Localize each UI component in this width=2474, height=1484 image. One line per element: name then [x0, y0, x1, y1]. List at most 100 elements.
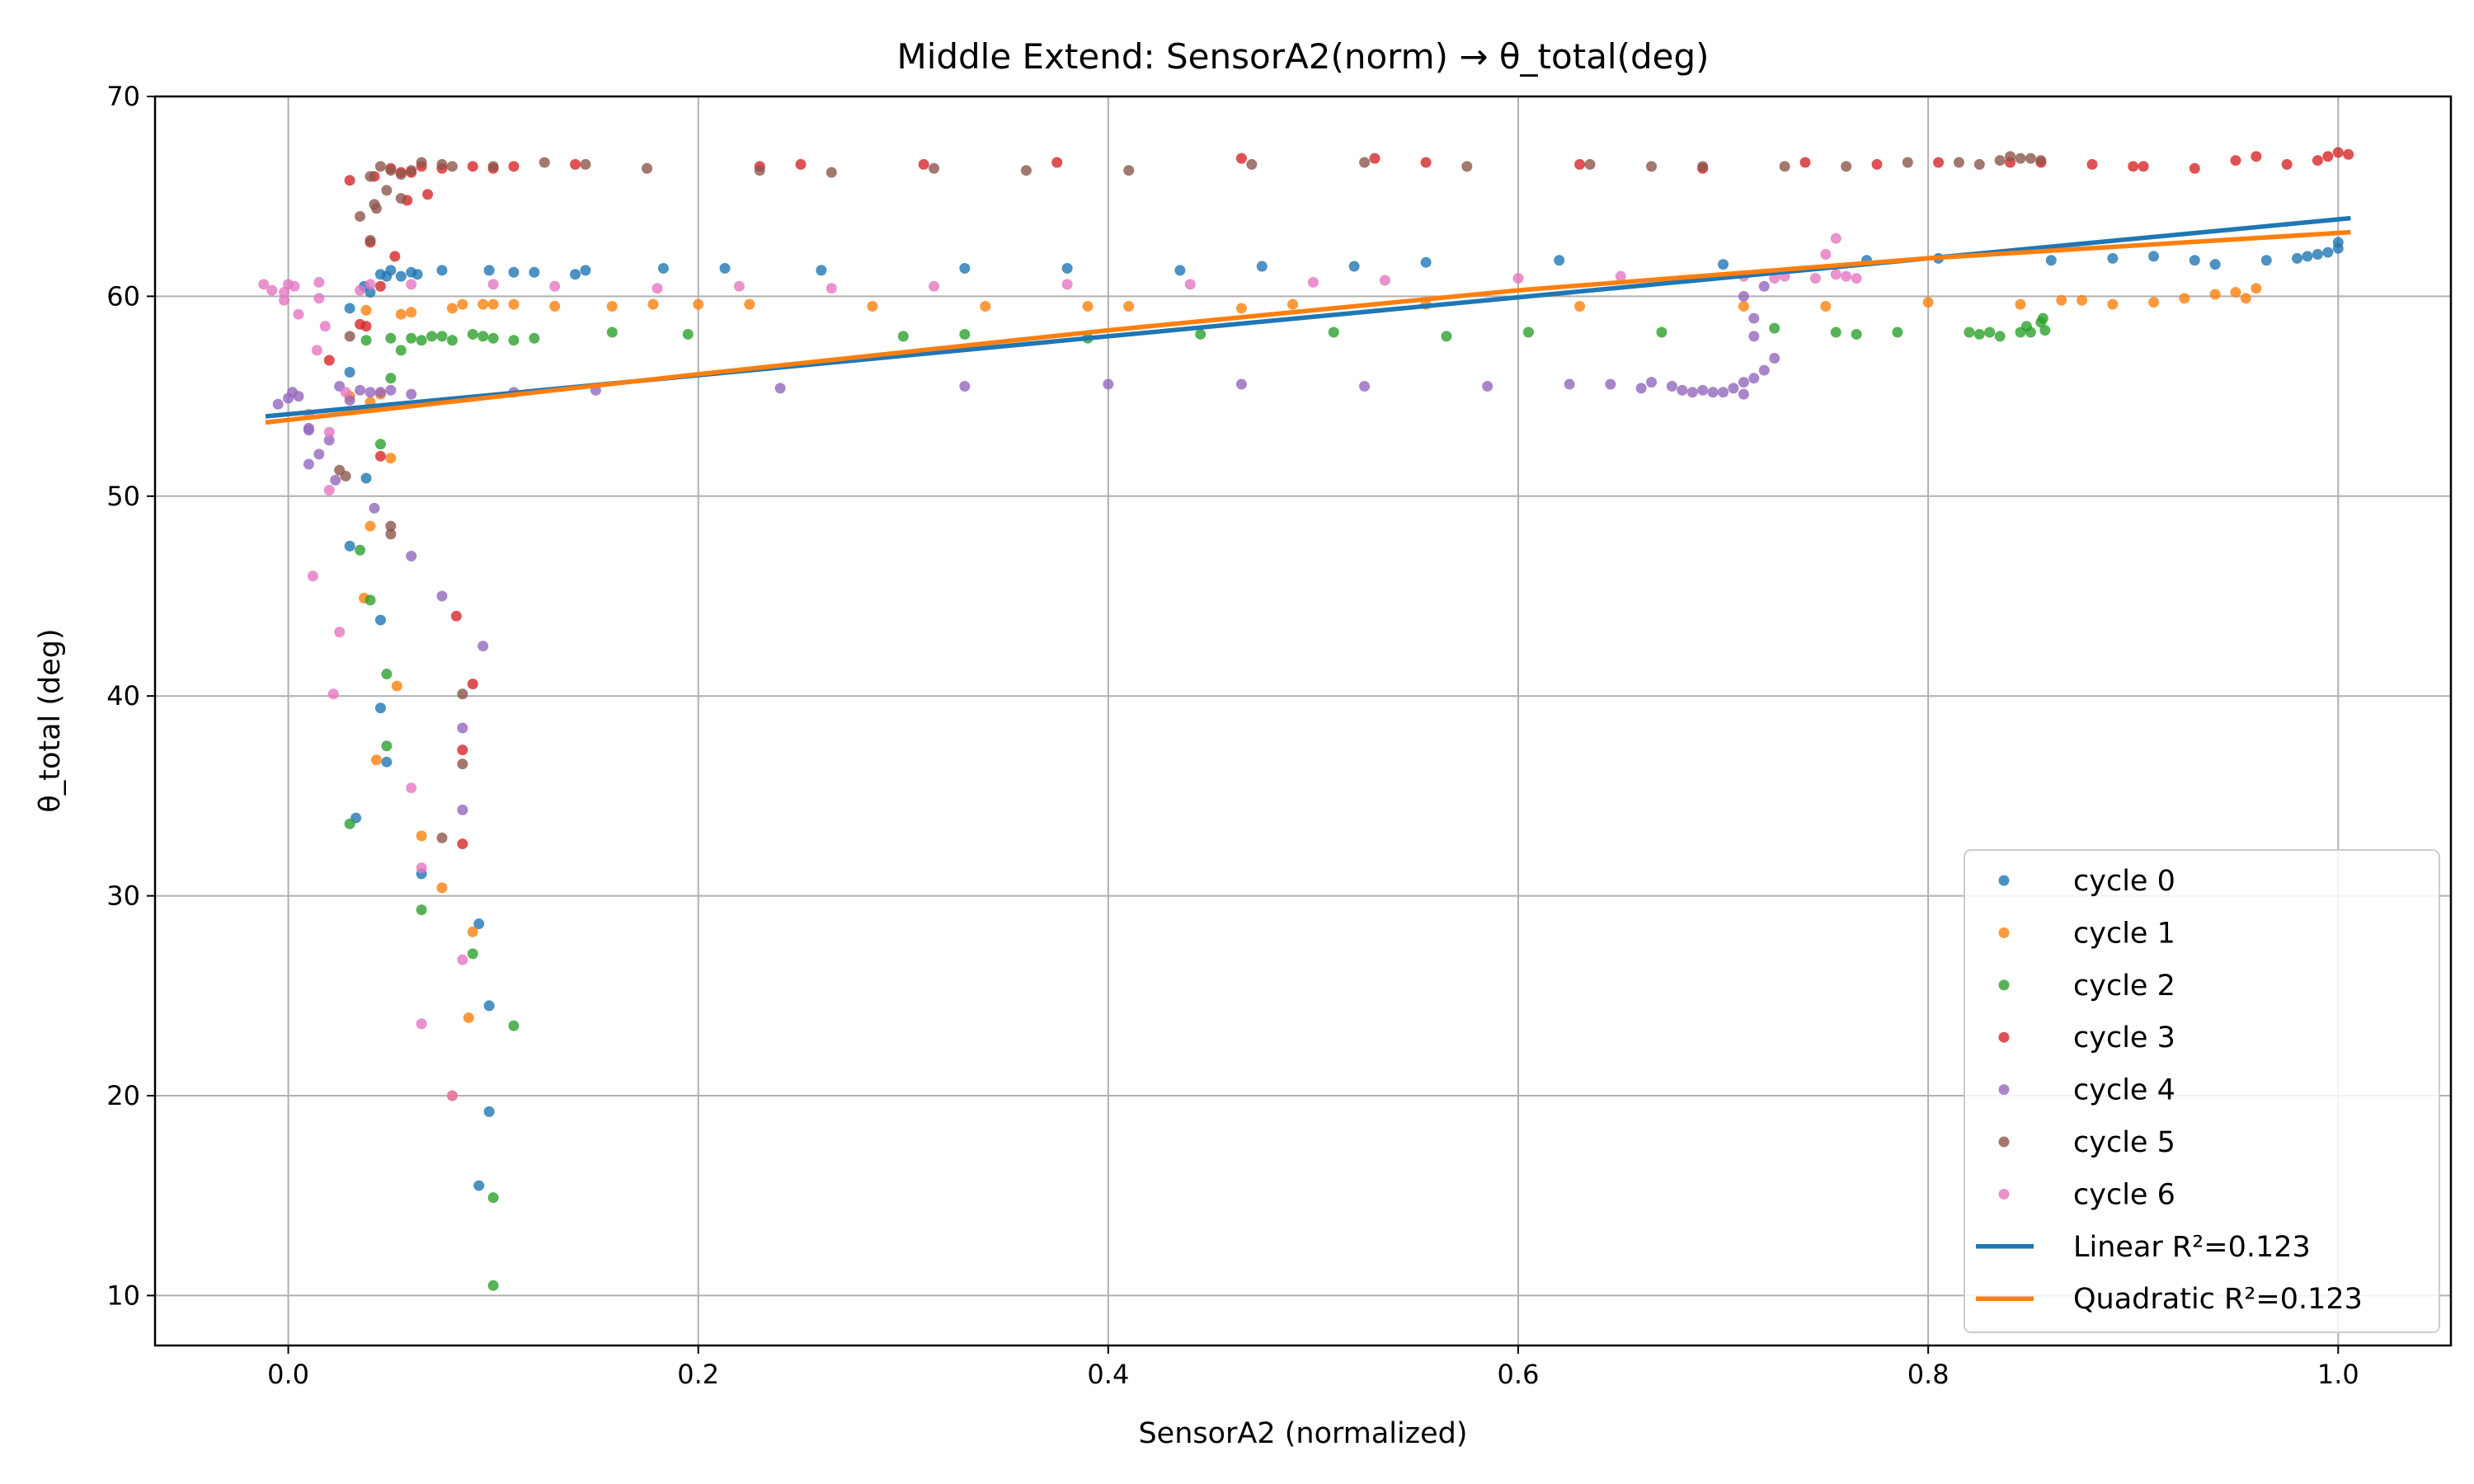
data-point: [330, 474, 341, 486]
data-point: [2230, 155, 2241, 167]
data-point: [1973, 328, 1985, 340]
data-point: [1697, 161, 1709, 172]
plot-area-frame: [153, 95, 2453, 1347]
data-point: [1287, 298, 1299, 310]
data-point: [867, 301, 878, 312]
data-point: [1841, 270, 1852, 282]
legend-label: cycle 1: [2073, 917, 2175, 950]
data-point: [446, 161, 458, 172]
data-point: [487, 279, 499, 290]
data-point: [2015, 153, 2026, 164]
data-point: [344, 331, 355, 342]
data-point: [580, 158, 591, 170]
data-point: [2045, 255, 2057, 266]
data-point: [774, 383, 786, 394]
data-point: [1697, 384, 1709, 396]
data-point: [2077, 294, 2088, 306]
data-point: [2332, 147, 2344, 158]
data-point: [1851, 328, 1862, 340]
data-point: [508, 161, 520, 172]
data-point: [422, 189, 434, 200]
data-point: [1769, 353, 1780, 364]
data-point: [2230, 287, 2241, 298]
data-point: [311, 345, 322, 356]
data-point: [1348, 261, 1360, 272]
data-point: [2322, 247, 2334, 258]
data-point: [360, 472, 372, 484]
data-point: [1635, 383, 1647, 394]
data-point: [2128, 161, 2139, 172]
data-point: [385, 384, 397, 396]
data-point: [816, 265, 827, 276]
data-point: [508, 266, 520, 278]
data-point: [406, 332, 417, 344]
data-point: [1984, 326, 1996, 338]
data-point: [1195, 328, 1206, 340]
data-point: [436, 265, 448, 276]
data-point: [1615, 270, 1626, 282]
data-point: [606, 301, 618, 312]
data-point: [2251, 283, 2262, 294]
data-point: [2343, 148, 2354, 160]
data-point: [323, 426, 335, 438]
data-point: [355, 384, 366, 396]
data-point: [381, 756, 393, 768]
data-point: [2025, 326, 2036, 338]
data-point: [1574, 158, 1586, 170]
data-point: [483, 265, 495, 276]
data-point: [395, 193, 407, 204]
data-point: [436, 331, 448, 342]
x-tick-label: 0.8: [1907, 1359, 1950, 1390]
data-point: [477, 298, 489, 310]
data-point: [1830, 232, 1841, 244]
data-point: [416, 335, 427, 346]
legend-label: cycle 6: [2073, 1178, 2175, 1211]
data-point: [436, 882, 448, 894]
legend-label: Quadratic R²=0.123: [2073, 1283, 2363, 1316]
data-point: [426, 331, 438, 342]
data-point: [436, 590, 448, 602]
y-tick-label: 60: [106, 280, 140, 312]
data-point: [1820, 301, 1832, 312]
data-point: [374, 450, 386, 462]
data-point: [825, 167, 837, 178]
data-point: [416, 830, 427, 842]
data-point: [1359, 380, 1371, 392]
data-point: [1994, 155, 2006, 167]
data-point: [2035, 155, 2047, 167]
data-point: [487, 1280, 499, 1291]
data-point: [391, 680, 402, 692]
data-point: [355, 210, 366, 222]
data-point: [549, 301, 561, 312]
data-point: [1738, 388, 1749, 400]
data-point: [1379, 275, 1390, 286]
data-point: [446, 335, 458, 346]
data-point: [1973, 158, 1985, 170]
data-point: [1359, 157, 1371, 168]
data-point: [2107, 252, 2119, 264]
data-point: [463, 1012, 474, 1023]
data-points: [258, 147, 2354, 1291]
data-point: [1738, 290, 1749, 302]
data-point: [795, 158, 807, 170]
data-point: [1174, 265, 1186, 276]
data-point: [1830, 269, 1841, 280]
data-point: [303, 422, 314, 434]
fit-lines: [265, 215, 2351, 425]
data-point: [340, 471, 351, 482]
data-point: [487, 1192, 499, 1204]
data-point: [272, 398, 284, 410]
data-point: [1246, 158, 1258, 170]
legend-marker: [1998, 927, 2010, 938]
data-point: [570, 269, 581, 280]
data-point: [487, 298, 499, 310]
data-point: [406, 388, 417, 400]
data-point: [385, 453, 397, 464]
data-point: [344, 367, 355, 378]
data-point: [2025, 153, 2036, 164]
data-point: [2312, 155, 2323, 167]
data-point: [825, 283, 837, 294]
quadratic-fit-line: [265, 229, 2351, 425]
data-point: [406, 165, 417, 176]
